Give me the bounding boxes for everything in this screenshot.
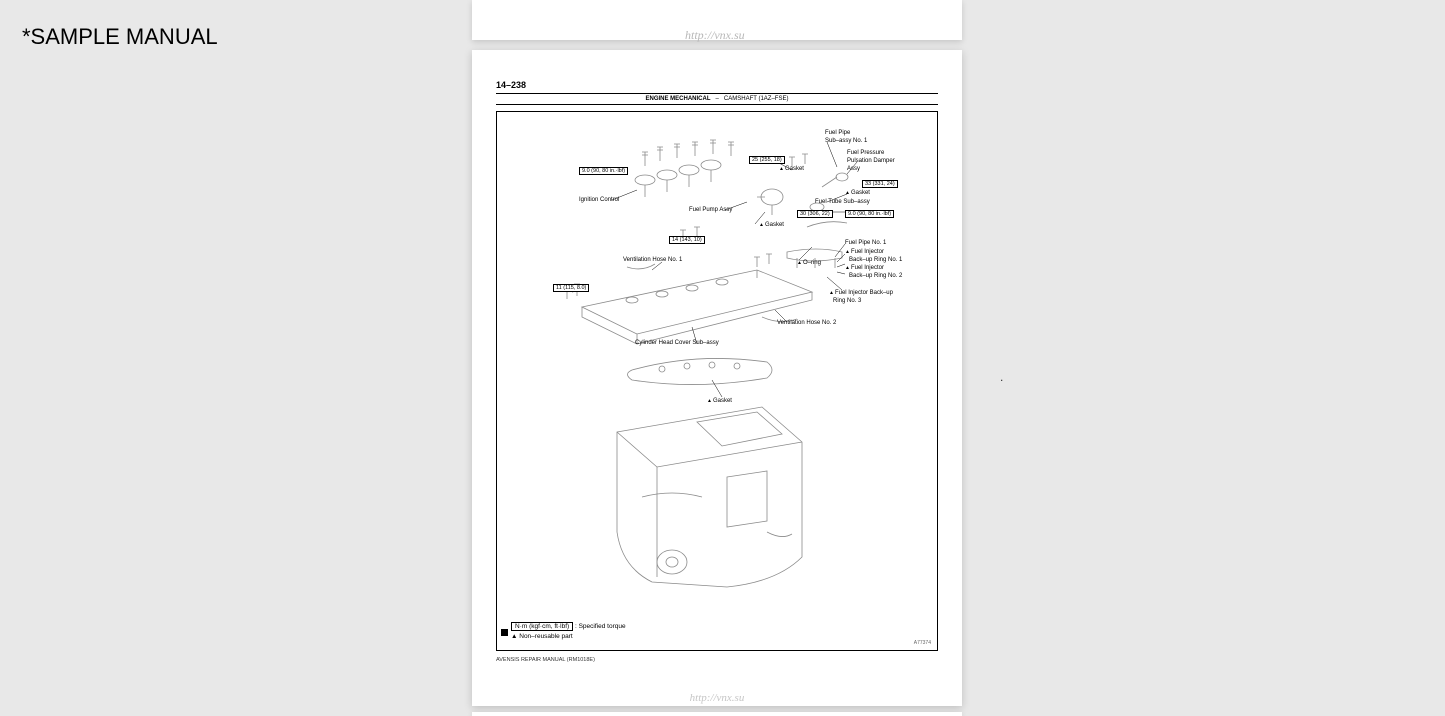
torque-spec: 9.0 (90, 80 in.·lbf) bbox=[579, 167, 628, 175]
page-number: 14–238 bbox=[496, 80, 938, 90]
decorative-dot: . bbox=[1000, 370, 1003, 384]
label-fuel-pump: Fuel Pump Assy bbox=[689, 207, 732, 213]
torque-spec: 25 (255, 18) bbox=[749, 156, 785, 164]
label-gasket: Gasket bbox=[845, 190, 870, 196]
page-header: ENGINE MECHANICAL – CAMSHAFT (1AZ–FSE) bbox=[496, 93, 938, 105]
next-page-stub bbox=[472, 712, 962, 716]
label-backup2: Back–up Ring No. 2 bbox=[849, 273, 902, 279]
legend-torque-box: N·m (kgf·cm, ft·lbf) bbox=[511, 622, 573, 631]
torque-spec: 9.0 (90, 80 in.·lbf) bbox=[845, 210, 894, 218]
header-section: ENGINE MECHANICAL bbox=[646, 96, 711, 102]
legend-nonreuse: ▲ Non–reusable part bbox=[511, 633, 626, 640]
label-fuel-pressure3: Assy bbox=[847, 166, 860, 172]
header-sep: – bbox=[716, 96, 719, 102]
diagram-ref-code: A77374 bbox=[914, 640, 931, 646]
header-sub: CAMSHAFT (1AZ–FSE) bbox=[724, 96, 789, 102]
label-vent1: Ventilation Hose No. 1 bbox=[623, 257, 682, 263]
label-head-cover: Cylinder Head Cover Sub–assy bbox=[635, 340, 719, 346]
legend-torque-desc: : Specified torque bbox=[575, 623, 626, 630]
label-fuel-inj: Fuel Injector bbox=[845, 265, 884, 271]
label-fuel-pipe1: Fuel Pipe No. 1 bbox=[845, 240, 886, 246]
exploded-diagram: 9.0 (90, 80 in.·lbf) 25 (255, 18) 33 (33… bbox=[496, 111, 938, 651]
watermark-bottom: http://vnx.su bbox=[690, 692, 745, 704]
page-footer: AVENSIS REPAIR MANUAL (RM1018E) bbox=[496, 657, 938, 663]
label-gasket: Gasket bbox=[707, 398, 732, 404]
watermark-top: http://vnx.su bbox=[685, 28, 745, 43]
label-vent2: Ventilation Hose No. 2 bbox=[777, 320, 836, 326]
label-fuel-pressure: Fuel Pressure bbox=[847, 150, 884, 156]
label-backup1: Back–up Ring No. 1 bbox=[849, 257, 902, 263]
torque-spec: 30 (306, 22) bbox=[797, 210, 833, 218]
label-backup3b: Ring No. 3 bbox=[833, 298, 861, 304]
torque-spec: 33 (331, 24) bbox=[862, 180, 898, 188]
torque-spec: 14 (143, 10) bbox=[669, 236, 705, 244]
label-oring: O–ring bbox=[797, 260, 821, 266]
label-gasket: Gasket bbox=[779, 166, 804, 172]
marker-icon bbox=[501, 629, 508, 636]
label-ignition: Ignition Control bbox=[579, 197, 619, 203]
label-fuel-pressure2: Pulsation Damper bbox=[847, 158, 895, 164]
legend: N·m (kgf·cm, ft·lbf) : Specified torque … bbox=[511, 622, 626, 640]
sample-manual-label: *SAMPLE MANUAL bbox=[22, 24, 218, 50]
diagram-svg bbox=[497, 112, 937, 651]
label-fuel-pipe-sub: Fuel Pipe bbox=[825, 130, 850, 136]
torque-spec: 11 (115, 8.0) bbox=[553, 284, 589, 292]
label-backup3a: Fuel Injector Back–up bbox=[829, 290, 893, 296]
label-fuel-pipe-sub2: Sub–assy No. 1 bbox=[825, 138, 867, 144]
label-fuel-inj: Fuel Injector bbox=[845, 249, 884, 255]
label-gasket: Gasket bbox=[759, 222, 784, 228]
manual-page: 14–238 ENGINE MECHANICAL – CAMSHAFT (1AZ… bbox=[472, 50, 962, 706]
label-fuel-tube: Fuel Tube Sub–assy bbox=[815, 199, 870, 205]
